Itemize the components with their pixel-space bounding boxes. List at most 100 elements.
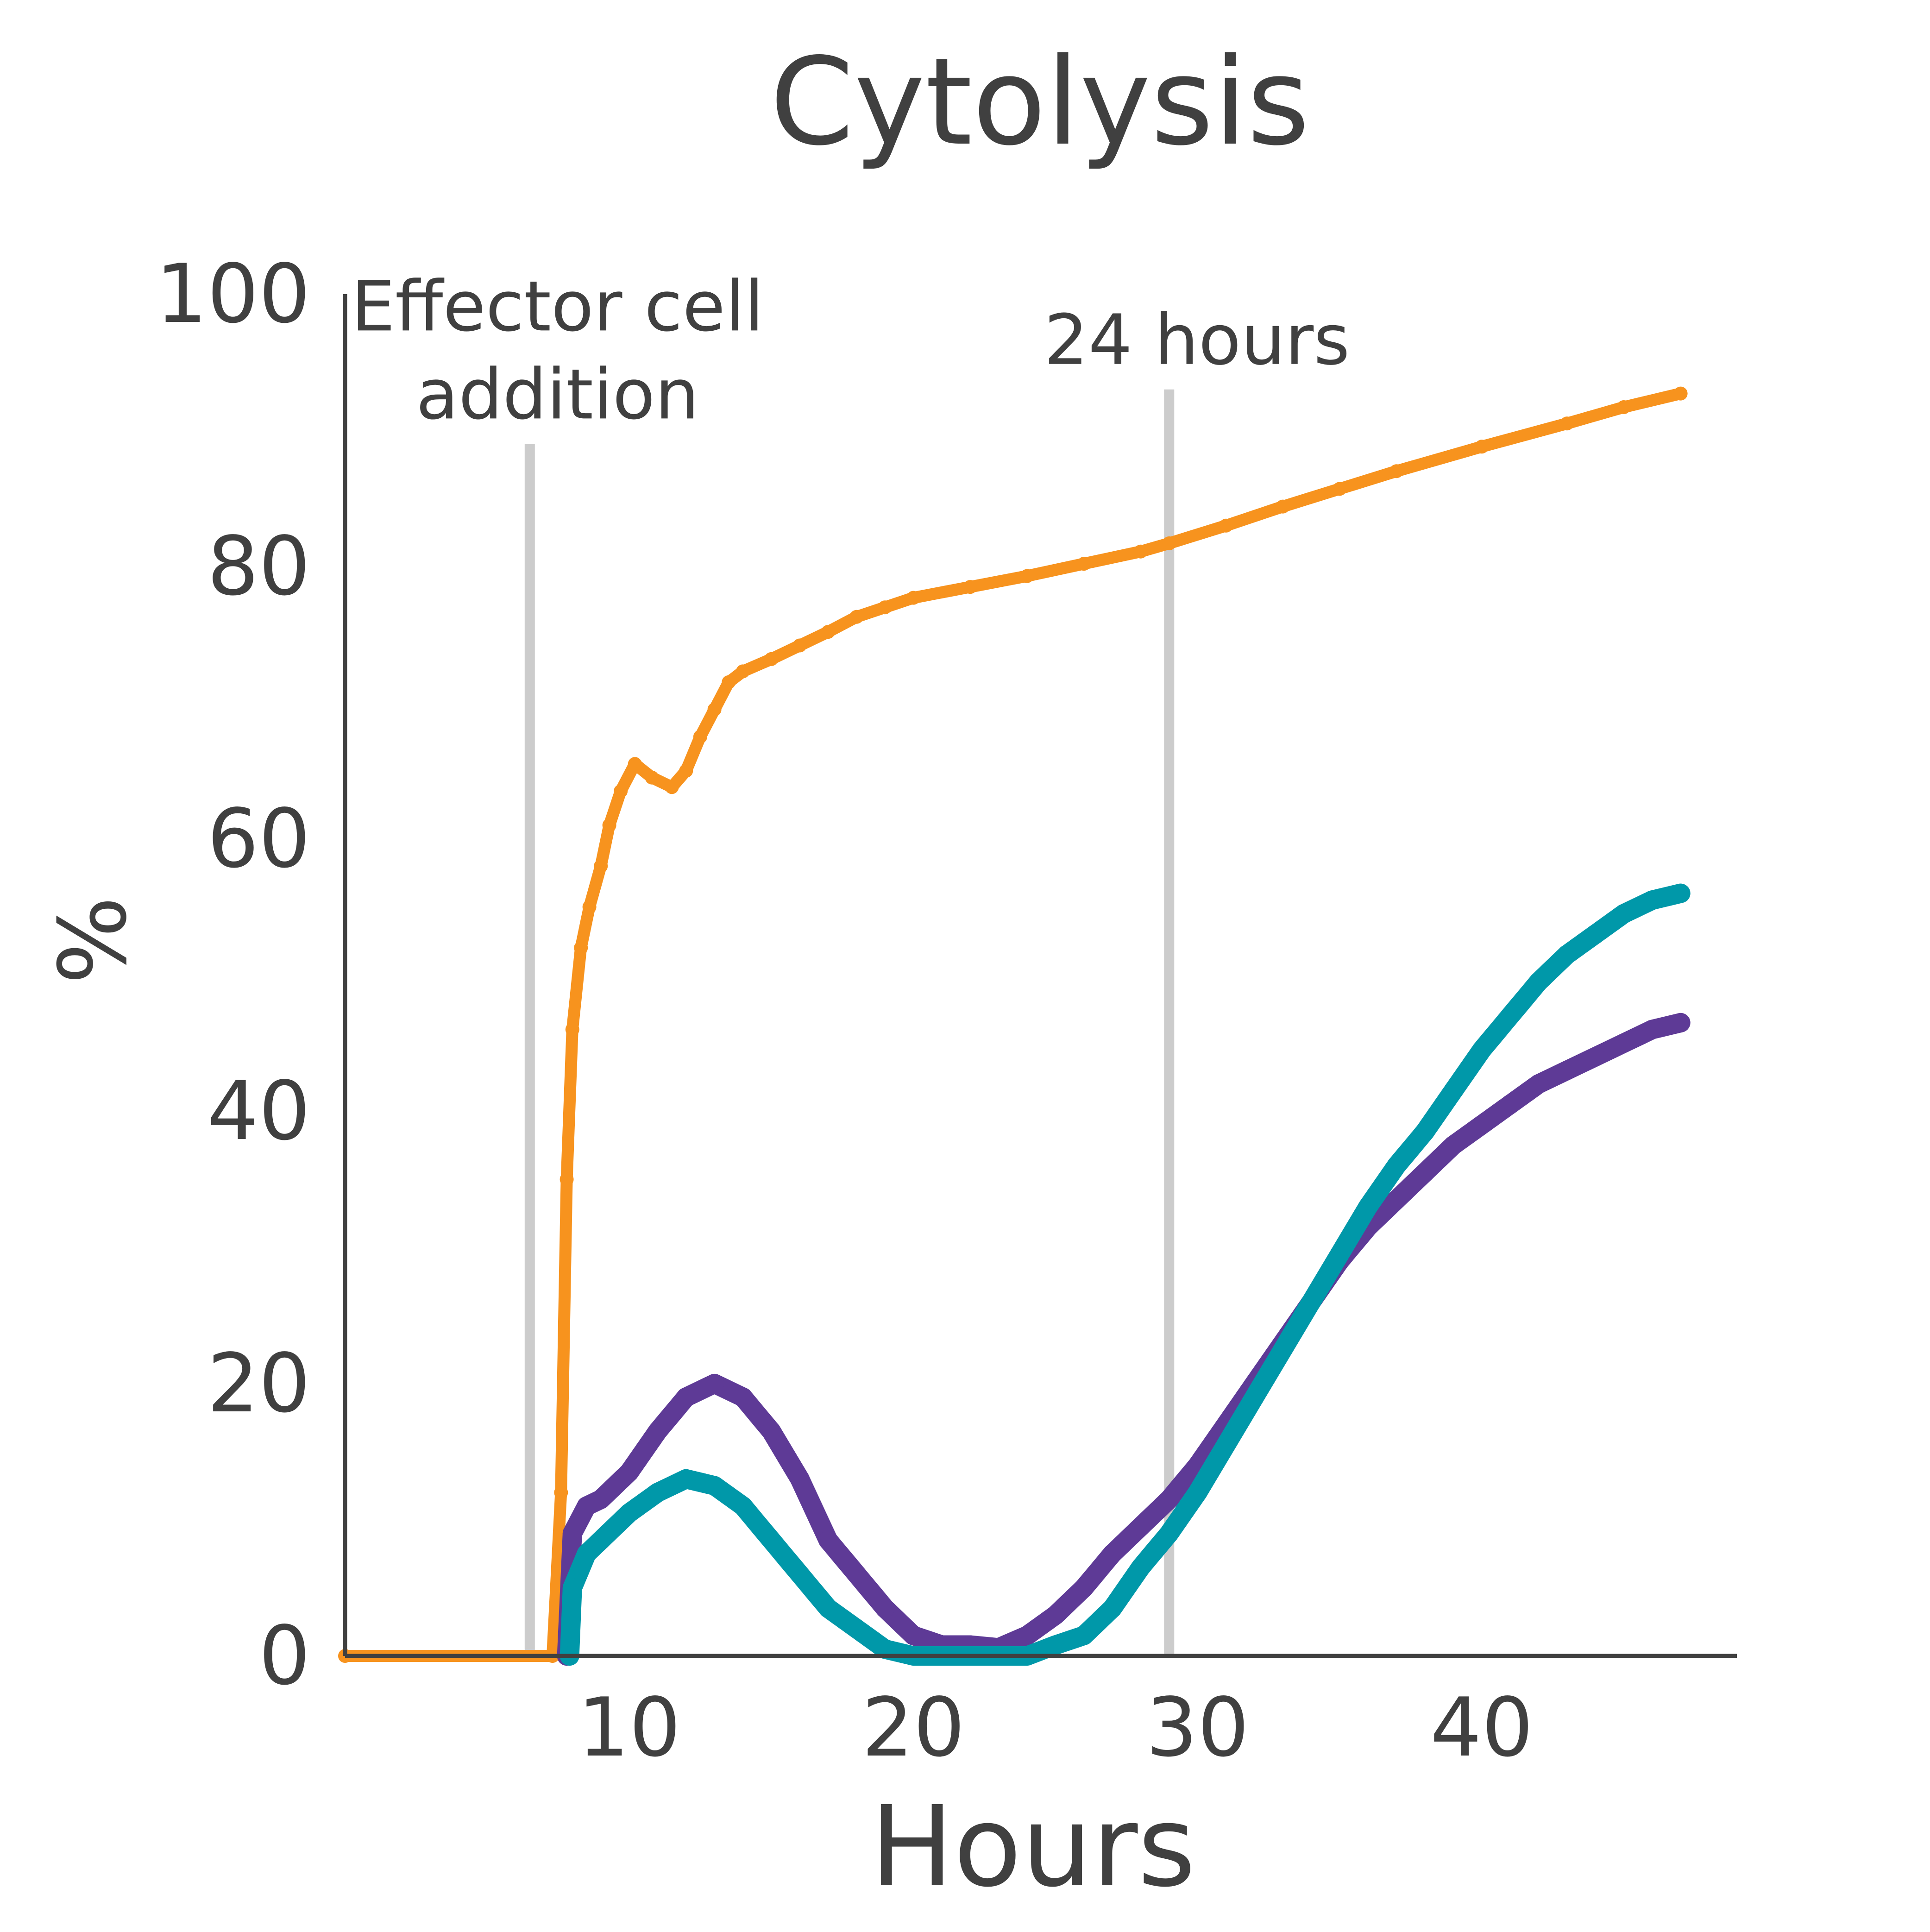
y-tick-label: 40 (207, 1064, 310, 1158)
series-2-point (1415, 1163, 1435, 1183)
series-1-point (1333, 482, 1347, 496)
series-3-point (619, 1503, 639, 1523)
y-axis-label: % (39, 896, 147, 984)
series-1-point (707, 702, 722, 717)
series-3-point (1131, 1557, 1150, 1577)
series-1-point (792, 638, 807, 653)
series-2-point (1528, 1074, 1548, 1094)
series-2-point (1585, 1047, 1605, 1067)
series-2-point (1642, 1019, 1662, 1039)
series-3-point (648, 1483, 667, 1503)
series-2-point (818, 1530, 838, 1550)
series-1-point (1162, 536, 1176, 550)
y-tick-label: 60 (207, 792, 310, 886)
series-1-point (1389, 464, 1404, 478)
series-3-point (1387, 1156, 1407, 1176)
series-3-point (1159, 1523, 1179, 1543)
series-2-point (1500, 1095, 1520, 1114)
x-ticks-layer: 10 20 30 40 (578, 1681, 1533, 1775)
series-2-point (1074, 1578, 1094, 1598)
series-3-point (1585, 924, 1605, 944)
x-tick-label: 20 (862, 1681, 965, 1775)
annotation-label: 24 hours (1044, 300, 1350, 381)
series-3-point (1528, 972, 1548, 992)
series-1-point (1560, 416, 1574, 431)
y-tick-label: 100 (156, 247, 310, 341)
annotation-label: addition (416, 354, 699, 435)
series-1-point (1673, 386, 1688, 401)
series-2-point (1045, 1605, 1065, 1625)
x-tick-label: 10 (578, 1681, 681, 1775)
series-1-point (906, 591, 921, 605)
series-1-point (736, 664, 750, 679)
series-3-point (1273, 1340, 1293, 1359)
series-1-point (554, 1485, 568, 1500)
chart-title: Cytolysis (770, 32, 1310, 172)
series-3-point (733, 1496, 753, 1516)
series-1-point (628, 757, 642, 771)
series-2-point (1472, 1115, 1492, 1135)
series-2-point (1159, 1489, 1179, 1509)
series-1-point (645, 770, 659, 785)
series-3-point (704, 1476, 724, 1496)
series-3-point (1245, 1387, 1264, 1407)
series-1-point (1133, 544, 1148, 559)
series-1-point (821, 625, 835, 639)
series-2-point (1017, 1625, 1037, 1645)
series-3-point (1671, 883, 1691, 903)
y-tick-label: 20 (207, 1337, 310, 1431)
series-2-point (847, 1564, 867, 1584)
series-3-point (1472, 1040, 1492, 1060)
series-1-point (679, 764, 693, 778)
series-3-point (577, 1544, 597, 1564)
series-3-point (790, 1564, 810, 1584)
series-2-point (1557, 1060, 1577, 1080)
series-3-point (591, 1530, 611, 1550)
series-2-point (676, 1387, 696, 1407)
series-3-point (1301, 1292, 1321, 1312)
series-3-point (1330, 1244, 1350, 1264)
series-2-point (562, 1523, 582, 1543)
y-tick-label: 0 (259, 1609, 310, 1703)
series-1-point (582, 900, 597, 914)
series-1-point (1077, 557, 1091, 571)
series-2-point (904, 1625, 924, 1645)
series-1-point (602, 818, 616, 832)
series-1-point (565, 1022, 579, 1037)
series-3-point (847, 1619, 867, 1639)
annotation-label: Effector cell (351, 266, 764, 347)
series-3-point (761, 1530, 781, 1550)
series-1-point (560, 1172, 574, 1186)
series-layer (338, 386, 1691, 1666)
series-2-point (1443, 1135, 1463, 1155)
series-3-point (1102, 1598, 1122, 1618)
series-2-point (1387, 1190, 1407, 1210)
series-1-point (665, 780, 679, 794)
series-3-point (1614, 904, 1634, 924)
y-tick-label: 80 (207, 520, 310, 614)
series-1-point (963, 580, 977, 594)
series-2-point (648, 1421, 667, 1441)
series-3-point (1074, 1625, 1094, 1645)
series-1-point (1616, 400, 1631, 414)
series-2-point (619, 1462, 639, 1482)
series-3-point (676, 1469, 696, 1489)
x-tick-label: 40 (1430, 1681, 1534, 1775)
series-1-point (764, 652, 779, 666)
series-3-point (818, 1598, 838, 1618)
series-1-point (849, 610, 864, 624)
series-1-point (722, 675, 736, 689)
series-2-point (704, 1374, 724, 1393)
series-1-point (1276, 499, 1290, 514)
series-3-point (562, 1578, 582, 1598)
series-1-point (1475, 440, 1489, 454)
series-3-point (1216, 1435, 1236, 1455)
series-2-point (1102, 1544, 1122, 1564)
series-1-point (594, 859, 608, 873)
series-1-point (1219, 518, 1233, 533)
series-2-point (733, 1387, 753, 1407)
series-1-point (693, 730, 707, 744)
